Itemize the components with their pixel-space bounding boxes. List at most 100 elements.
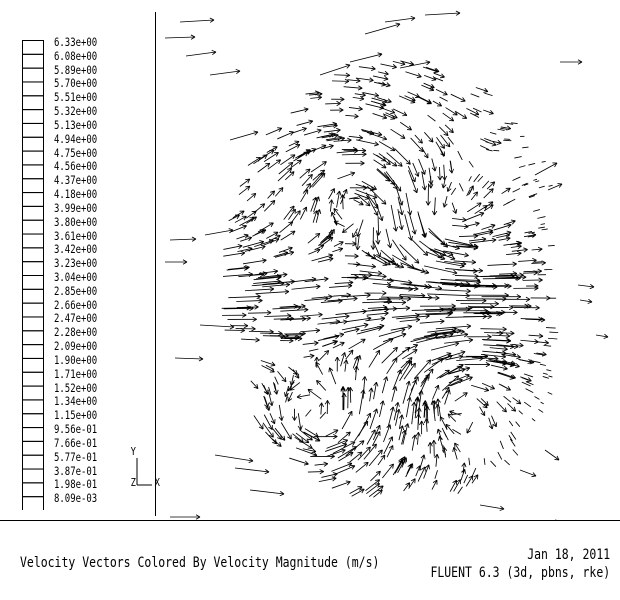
velocity-vector	[548, 392, 552, 394]
vector-arrowhead	[415, 230, 416, 234]
vector-arrowhead	[416, 318, 420, 320]
velocity-vector	[400, 245, 419, 264]
velocity-vector	[428, 115, 436, 121]
vector-arrowhead	[310, 354, 314, 356]
velocity-vector	[391, 129, 405, 138]
vector-arrowhead	[367, 317, 371, 319]
vector-arrowhead	[402, 201, 403, 205]
vector-arrowhead	[347, 293, 351, 295]
velocity-vector	[478, 176, 483, 182]
velocity-vector	[542, 229, 548, 230]
vector-arrowhead	[443, 203, 444, 207]
vector-arrowhead	[408, 289, 412, 291]
velocity-vector	[492, 335, 510, 336]
velocity-vector	[532, 419, 535, 422]
vector-arrowhead	[389, 281, 393, 283]
vector-arrowhead	[377, 409, 378, 413]
vector-arrowhead	[328, 295, 332, 297]
vector-arrowhead	[311, 452, 315, 453]
vector-arrowhead	[437, 454, 439, 458]
vector-arrowhead	[418, 432, 420, 436]
vector-arrowhead	[332, 122, 336, 124]
vector-arrowhead	[426, 61, 430, 62]
velocity-vector	[351, 274, 372, 275]
vector-arrowhead	[455, 249, 459, 250]
velocity-vector	[165, 37, 195, 38]
velocity-vector	[522, 147, 528, 148]
axis-z-label: Z	[131, 476, 136, 489]
vector-arrowhead	[384, 311, 388, 313]
velocity-vector	[335, 282, 353, 283]
vector-arrowhead	[383, 401, 384, 405]
velocity-vector	[541, 402, 544, 404]
vector-arrowhead	[378, 135, 382, 136]
vector-arrowhead	[271, 365, 275, 366]
vector-arrowhead	[354, 117, 358, 119]
vector-arrowhead	[440, 319, 444, 321]
velocity-vector	[533, 179, 537, 180]
vector-arrowhead	[506, 129, 510, 130]
vector-arrowhead	[452, 169, 454, 173]
velocity-vector	[264, 316, 291, 317]
vector-arrowhead	[328, 254, 332, 255]
velocity-vector	[427, 294, 469, 296]
vector-arrowhead	[421, 390, 423, 394]
vector-arrowhead	[302, 127, 306, 128]
velocity-vector	[308, 389, 321, 399]
velocity-vector	[300, 314, 322, 316]
vector-arrowhead	[450, 411, 455, 412]
velocity-vector	[546, 370, 551, 371]
vector-arrowhead	[450, 259, 455, 260]
vector-arrowhead	[280, 494, 284, 496]
velocity-vector	[347, 318, 371, 321]
vector-arrowhead	[338, 248, 342, 249]
vector-arrowhead	[359, 138, 363, 140]
velocity-vector	[459, 183, 463, 191]
vector-arrowhead	[304, 108, 308, 109]
velocity-vector	[200, 325, 234, 327]
vector-arrowhead	[265, 472, 269, 474]
velocity-vector	[469, 176, 472, 181]
velocity-vector	[543, 373, 548, 374]
vector-arrowhead	[492, 238, 496, 240]
axis-x-label: X	[155, 476, 160, 489]
velocity-vector	[484, 138, 491, 141]
velocity-vector	[400, 62, 430, 68]
vector-arrowhead	[283, 273, 287, 275]
velocity-vector	[540, 364, 546, 365]
vector-arrowhead	[376, 382, 377, 386]
velocity-vector	[491, 461, 496, 467]
vector-arrowhead	[273, 433, 274, 438]
vector-arrowhead	[382, 216, 383, 221]
vector-arrowhead	[381, 85, 385, 86]
velocity-vector	[382, 464, 393, 478]
vector-arrowhead	[527, 381, 532, 382]
velocity-vector	[503, 202, 510, 206]
velocity-vector	[513, 189, 520, 193]
vector-arrowhead	[370, 190, 374, 191]
vector-arrowhead	[369, 80, 373, 82]
velocity-vector	[482, 181, 489, 188]
vector-arrowhead	[269, 406, 270, 410]
vector-arrowhead	[453, 273, 457, 274]
vector-arrowhead	[357, 366, 359, 370]
velocity-vector	[458, 151, 462, 160]
velocity-vector	[480, 505, 504, 509]
velocity-vector	[272, 307, 301, 308]
velocity-vector	[534, 397, 539, 400]
velocity-vector	[319, 350, 328, 360]
velocity-vector	[511, 123, 518, 124]
vector-arrowhead	[259, 240, 263, 241]
velocity-vector	[473, 108, 481, 112]
velocity-vector	[442, 428, 446, 437]
vector-arrowhead	[241, 251, 245, 253]
velocity-vector	[369, 350, 380, 367]
velocity-vector	[387, 358, 397, 374]
vector-arrowhead	[320, 209, 321, 213]
vector-arrowhead	[212, 50, 216, 52]
vector-arrowhead	[356, 246, 358, 250]
velocity-vector	[241, 339, 259, 340]
velocity-vector	[535, 181, 539, 182]
velocity-vector	[519, 166, 525, 168]
